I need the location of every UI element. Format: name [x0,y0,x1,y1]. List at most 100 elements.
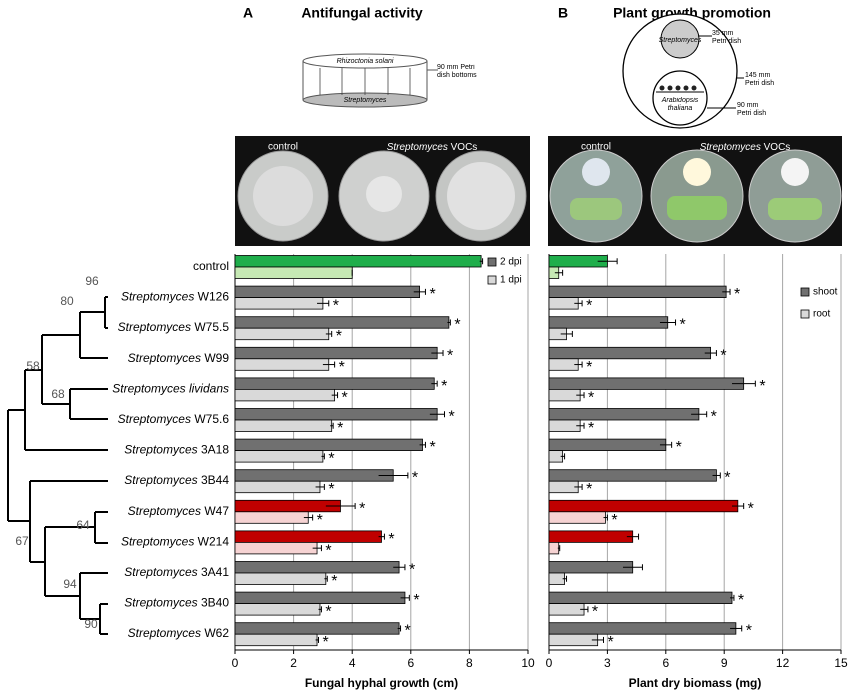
error-bar [419,441,426,448]
x-axis-label: Fungal hyphal growth (cm) [305,676,458,690]
support-value: 68 [51,387,65,401]
legend-swatch [800,287,810,297]
significance-marker: * [448,408,454,425]
error-bar [659,441,673,448]
support-value: 96 [85,274,99,288]
bar [234,530,382,543]
panel-letter: B [558,5,568,21]
bar [234,469,394,482]
diagram-b: Streptomyces 35 mm Petri dish 145 mm Pet… [622,13,774,129]
bar [548,358,579,371]
significance-marker: * [586,359,592,376]
error-bar [400,594,410,601]
bar [234,591,406,604]
diagram-label-box: 90 mm Petri dish bottoms [437,64,477,79]
y-tick-label: Streptomyces 3A18 [124,443,229,457]
bar [234,316,450,329]
x-tick-label: 2 [290,656,297,670]
significance-marker: * [746,623,752,640]
bar [234,622,400,635]
significance-marker: * [325,604,331,621]
error-bar [431,350,444,357]
bar [548,388,581,402]
photo-label: Streptomyces VOCs [700,142,791,153]
significance-marker: * [337,420,343,437]
y-tick-label: Streptomyces 3A41 [124,565,229,579]
error-bar [560,453,566,460]
error-bar [597,258,618,265]
error-bar [321,453,325,460]
significance-marker: * [454,317,460,334]
support-value: 58 [26,359,40,373]
significance-marker: * [405,623,411,640]
significance-marker: * [323,634,329,651]
bar [234,285,420,299]
error-bar [447,319,451,326]
significance-marker: * [331,573,337,590]
legend-swatch [487,275,497,285]
significance-marker: * [441,378,447,395]
bar [234,633,318,647]
significance-marker: * [359,500,365,517]
legend-label: root [813,309,830,320]
significance-marker: * [748,500,754,517]
bar [234,542,318,555]
y-tick-label: Streptomyces W75.6 [118,412,230,426]
bar [548,316,669,329]
error-bar [557,545,561,552]
error-bar [325,330,333,337]
error-bar [574,483,583,490]
y-tick-label: Streptomyces W126 [121,290,229,304]
bar [548,285,727,299]
error-bar [479,258,484,265]
bar [234,511,309,524]
x-tick-label: 0 [232,656,239,670]
bar [234,408,438,421]
error-bar [731,503,745,510]
y-tick-label: Streptomyces 3B40 [124,596,229,610]
support-value: 94 [63,577,77,591]
error-bar [722,288,731,295]
bar [548,438,667,452]
error-bar [312,545,322,552]
bar [234,480,321,494]
bar [548,633,599,647]
bar [548,622,737,635]
significance-marker: * [734,286,740,303]
y-tick-label: Streptomyces W99 [128,351,230,365]
diagram-label: Arabidopsis thaliana [661,97,699,112]
support-value: 67 [15,534,29,548]
significance-marker: * [336,328,342,345]
bar [234,419,333,432]
error-bar [704,350,717,357]
significance-marker: * [333,298,339,315]
error-bar [626,533,640,540]
y-tick-label: Streptomyces W214 [121,535,229,549]
bar [234,377,435,390]
bar [548,408,700,421]
significance-marker: * [388,531,394,548]
support-value: 90 [84,617,98,631]
legend-swatch [800,309,810,319]
error-bar [325,503,356,510]
bar [234,388,336,402]
significance-marker: * [759,378,765,395]
y-tick-label: Streptomyces lividans [112,382,229,396]
x-tick-label: 12 [776,656,790,670]
bar [548,591,733,604]
significance-marker: * [588,389,594,406]
significance-marker: * [676,439,682,456]
error-bar [691,411,708,418]
bar [548,499,739,513]
error-bar [318,606,322,613]
bar [548,603,585,616]
significance-marker: * [611,512,617,529]
bar [548,377,745,390]
bar [548,419,581,432]
error-bar [413,288,426,295]
significance-marker: * [592,604,598,621]
error-bar [730,625,743,632]
error-bar [560,330,573,337]
error-bar [315,636,320,643]
